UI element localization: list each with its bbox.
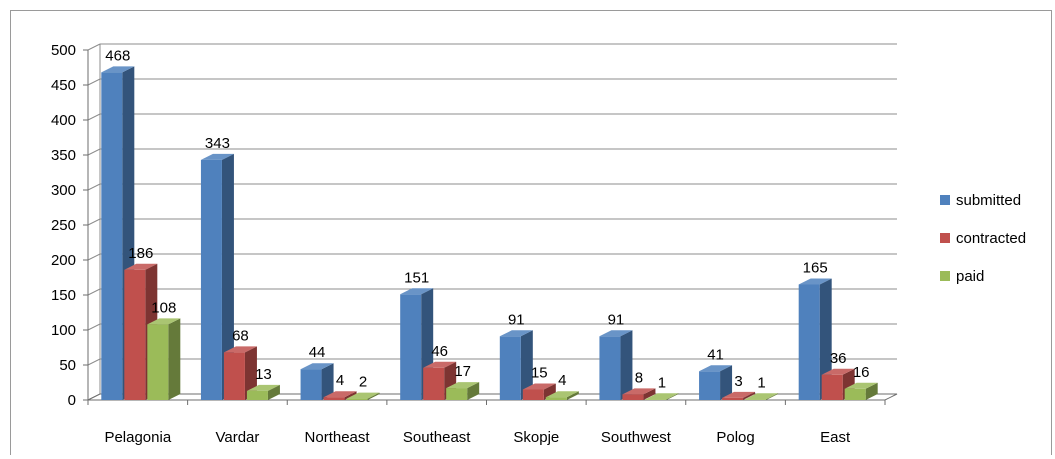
chart-frame bbox=[10, 10, 1052, 455]
bar bbox=[147, 318, 181, 400]
y-tick-label: 50 bbox=[59, 357, 76, 374]
gridline-depth bbox=[87, 43, 101, 51]
bar bbox=[545, 391, 579, 400]
data-label: 91 bbox=[608, 311, 625, 328]
legend-label: submitted bbox=[956, 192, 1021, 209]
bar bbox=[346, 392, 380, 400]
bar bbox=[300, 363, 334, 400]
y-tick-label: 500 bbox=[51, 42, 76, 59]
bar bbox=[622, 388, 656, 400]
data-label: 15 bbox=[531, 365, 548, 382]
legend-swatch bbox=[940, 195, 950, 205]
data-label: 108 bbox=[151, 299, 176, 316]
y-tick-label: 150 bbox=[51, 287, 76, 304]
data-label: 186 bbox=[128, 245, 153, 262]
bar bbox=[499, 330, 533, 400]
bar bbox=[722, 391, 756, 400]
legend-swatch bbox=[940, 271, 950, 281]
y-tick-label: 0 bbox=[68, 392, 76, 409]
y-tick-label: 300 bbox=[51, 182, 76, 199]
gridline-depth bbox=[87, 148, 101, 156]
bar bbox=[645, 393, 679, 400]
y-tick-label: 250 bbox=[51, 217, 76, 234]
bar bbox=[323, 391, 357, 400]
legend-label: paid bbox=[956, 268, 984, 285]
y-tick-label: 200 bbox=[51, 252, 76, 269]
bar bbox=[200, 153, 234, 400]
data-label: 4 bbox=[558, 372, 566, 389]
data-label: 165 bbox=[803, 260, 828, 277]
y-tick-label: 100 bbox=[51, 322, 76, 339]
bar bbox=[246, 384, 280, 400]
bar bbox=[446, 382, 480, 400]
data-label: 16 bbox=[853, 364, 870, 381]
data-label: 3 bbox=[734, 373, 742, 390]
legend: submitted contracted paid bbox=[940, 192, 1026, 285]
bar bbox=[223, 346, 257, 400]
data-label: 151 bbox=[404, 269, 429, 286]
legend-label: contracted bbox=[956, 230, 1026, 247]
x-tick-label: Northeast bbox=[305, 429, 371, 446]
bar bbox=[699, 365, 733, 400]
x-tick-label: Polog bbox=[716, 429, 754, 446]
data-label: 343 bbox=[205, 135, 230, 152]
y-tick-label: 450 bbox=[51, 77, 76, 94]
data-label: 8 bbox=[635, 369, 643, 386]
axes: 0 50 100 150 200 250 300 350 400 450 500 Pelagonia V… bbox=[51, 42, 898, 446]
bar bbox=[844, 382, 878, 400]
gridline-depth bbox=[87, 253, 101, 261]
x-tick-label: Skopje bbox=[513, 429, 559, 446]
data-label: 36 bbox=[830, 350, 847, 367]
bar bbox=[798, 278, 832, 400]
data-label: 91 bbox=[508, 311, 525, 328]
gridline-depth bbox=[87, 113, 101, 121]
x-tick-label: Southeast bbox=[403, 429, 471, 446]
data-label: 468 bbox=[105, 47, 130, 64]
data-label: 44 bbox=[309, 344, 326, 361]
y-tick-label: 350 bbox=[51, 147, 76, 164]
bars bbox=[101, 66, 878, 401]
y-tick-label: 400 bbox=[51, 112, 76, 129]
data-label: 2 bbox=[359, 374, 367, 391]
data-label: 68 bbox=[232, 327, 249, 344]
x-tick-label: Southwest bbox=[601, 429, 672, 446]
data-label: 1 bbox=[757, 374, 765, 391]
gridline-depth bbox=[87, 218, 101, 226]
gridline-depth bbox=[87, 288, 101, 296]
data-label: 4 bbox=[336, 372, 344, 389]
gridline-depth bbox=[87, 358, 101, 366]
data-label: 13 bbox=[255, 366, 272, 383]
gridline-depth bbox=[87, 323, 101, 331]
data-label: 1 bbox=[658, 374, 666, 391]
bar bbox=[599, 330, 633, 400]
x-tick-label: Vardar bbox=[215, 429, 259, 446]
bar bbox=[522, 383, 556, 400]
gridline-depth bbox=[87, 183, 101, 191]
x-tick-label: East bbox=[820, 429, 851, 446]
data-label: 41 bbox=[707, 346, 724, 363]
bar bbox=[745, 393, 779, 400]
x-tick-label: Pelagonia bbox=[104, 429, 171, 446]
legend-swatch bbox=[940, 233, 950, 243]
data-label: 46 bbox=[431, 343, 448, 360]
gridline-depth bbox=[87, 78, 101, 86]
data-label: 17 bbox=[454, 363, 471, 380]
